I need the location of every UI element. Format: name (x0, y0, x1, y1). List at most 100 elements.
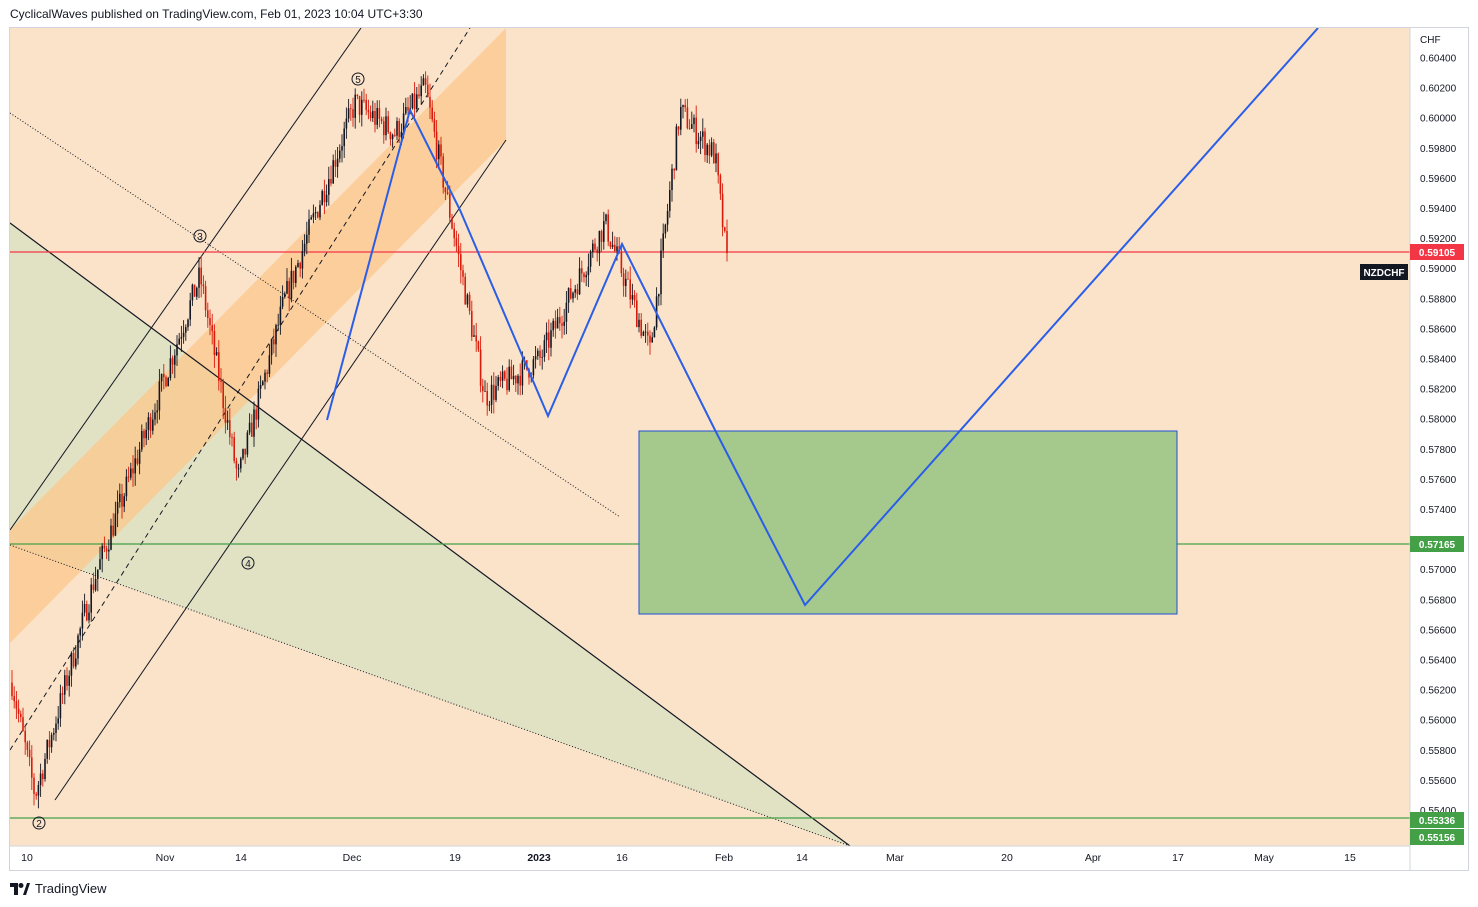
candle-body (724, 227, 726, 231)
candle-body (446, 192, 449, 194)
candle-body (330, 179, 332, 184)
candle-body (622, 273, 625, 286)
candle-body (224, 408, 227, 423)
candle-body (550, 330, 552, 348)
candle-body (233, 437, 235, 461)
candle-body (332, 160, 334, 184)
candle-body (42, 773, 44, 780)
price-tick-label: 0.55400 (1420, 806, 1457, 817)
price-tick-label: 0.56000 (1420, 716, 1457, 727)
time-tick-label: May (1254, 852, 1275, 864)
candle-body (312, 213, 315, 218)
price-tick-label: 0.56800 (1420, 595, 1457, 606)
candle-body (636, 300, 638, 328)
candle-body (592, 243, 594, 252)
candle-body (402, 113, 405, 132)
candle-body (477, 341, 480, 350)
candle-body (708, 144, 711, 156)
candle-body (169, 358, 172, 378)
candle-body (44, 758, 46, 780)
candle-body (66, 675, 68, 686)
candle-body (451, 217, 453, 229)
candle-body (490, 384, 493, 405)
candle-body (213, 331, 216, 355)
candle-body (488, 404, 491, 406)
candle-body (374, 111, 376, 125)
projection-path (326, 28, 1319, 607)
svg-text:NZDCHF: NZDCHF (1363, 268, 1404, 279)
candle-body (429, 96, 431, 108)
channel-upper-line (10, 28, 362, 531)
candle-body (365, 100, 367, 110)
candle-body (473, 335, 475, 337)
resistance-price-badge: 0.59105 (1410, 244, 1464, 260)
candle-body (345, 118, 348, 129)
candle-body (50, 734, 53, 748)
candle-body (97, 569, 99, 579)
candle-body (475, 335, 477, 342)
candle-body (378, 107, 381, 119)
candle-body (75, 658, 77, 667)
candle-body (317, 212, 319, 218)
tradingview-logo[interactable]: TradingView (10, 881, 107, 896)
candle-body (209, 318, 211, 326)
candle-body (363, 99, 365, 101)
candle-body (301, 251, 304, 269)
candle-body (669, 190, 671, 211)
candle-body (354, 94, 356, 118)
candle-body (156, 410, 158, 413)
tradingview-logo-icon (10, 882, 30, 895)
candle-body (165, 377, 167, 387)
candle-body (726, 230, 728, 254)
candle-body (695, 117, 697, 145)
candle-body (149, 417, 152, 431)
candle-body (611, 244, 614, 247)
candle-body (519, 375, 521, 386)
candle-body (631, 295, 634, 300)
candle-body (61, 693, 64, 695)
candle-body (413, 93, 416, 109)
candle-body (666, 210, 669, 225)
candle-body (497, 377, 499, 386)
candle-body (394, 134, 396, 136)
candle-body (268, 355, 271, 374)
candle-body (438, 144, 440, 160)
channel-lower-line (54, 139, 507, 801)
symbol-badge: NZDCHF (1360, 264, 1408, 280)
price-tick-label: 0.59000 (1420, 264, 1457, 275)
candle-body (88, 612, 90, 621)
candle-body (180, 336, 183, 339)
candle-body (290, 270, 293, 299)
candle-body (279, 306, 282, 325)
candle-body (504, 371, 506, 379)
candle-body (673, 168, 675, 171)
candle-body (501, 371, 504, 381)
candle-body (321, 191, 323, 205)
candle-body (704, 131, 706, 156)
candle-body (207, 310, 209, 319)
price-tick-label: 0.59600 (1420, 174, 1457, 185)
chart-frame[interactable] (9, 27, 1469, 871)
candle-body (684, 105, 686, 108)
candle-body (389, 132, 392, 140)
candle-body (185, 327, 187, 333)
candle-body (658, 294, 660, 297)
candle-body (288, 281, 290, 299)
candlestick-series (11, 71, 728, 809)
candle-body (222, 382, 224, 409)
candle-body (83, 604, 86, 613)
candle-body (702, 131, 704, 137)
candle-body (101, 545, 103, 560)
candle-body (640, 319, 642, 336)
candle-body (596, 249, 598, 254)
candle-body (561, 323, 563, 326)
time-tick-label: Nov (156, 852, 175, 864)
candle-body (17, 708, 20, 714)
svg-text:0.59105: 0.59105 (1419, 248, 1456, 259)
candle-body (26, 742, 29, 750)
candle-body (79, 628, 81, 636)
candle-body (334, 160, 337, 167)
candle-body (248, 422, 251, 433)
time-tick-label: Dec (343, 852, 362, 864)
